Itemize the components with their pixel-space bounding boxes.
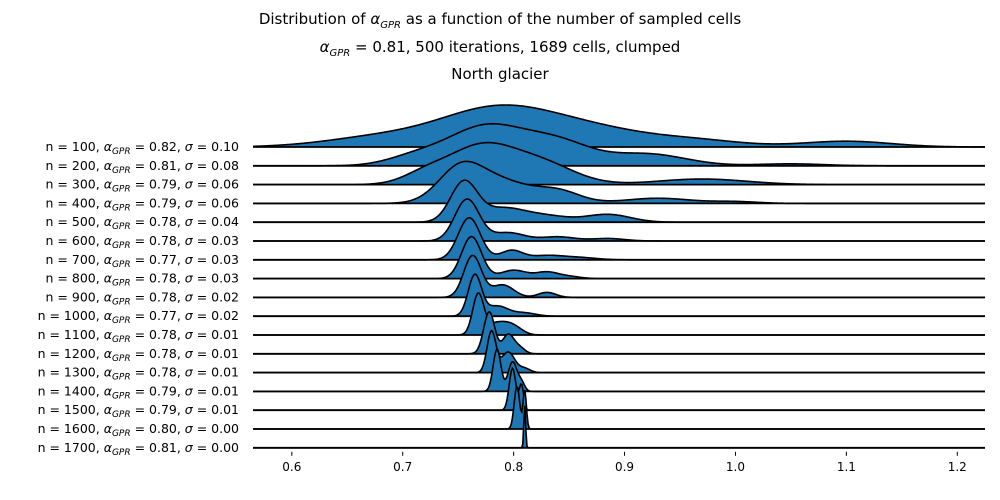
ridge-200 xyxy=(253,122,985,167)
ridge-fill-1100 xyxy=(253,293,985,335)
ridge-line-1100 xyxy=(253,292,985,336)
ridge-fill-1300 xyxy=(253,330,985,373)
ridge-fill-100 xyxy=(253,105,985,147)
ridge-900 xyxy=(253,254,985,299)
ridge-line-1400 xyxy=(253,348,985,393)
ridge-fill-200 xyxy=(253,123,985,166)
ridge-line-800 xyxy=(253,235,985,280)
title-line-1-suffix: as a function of the number of sampled c… xyxy=(400,10,742,28)
x-tick-label-5: 1.1 xyxy=(837,460,856,474)
ridge-line-1000 xyxy=(253,273,985,317)
title-line-1-subscript: GPR xyxy=(380,20,401,31)
ridge-100 xyxy=(252,104,986,148)
chart-title-line-3: North glacier xyxy=(451,65,549,83)
x-axis: 0.6 0.7 0.8 0.9 1.0 1.1 1.2 xyxy=(282,451,967,474)
ridge-fill-900 xyxy=(253,255,985,298)
ridge-label-1400: n = 1400, αGPR = 0.79, σ = 0.01 xyxy=(38,383,239,401)
ridge-300 xyxy=(253,141,985,186)
ridge-fill-1400 xyxy=(253,349,985,392)
ridge-label-200: n = 200, αGPR = 0.81, σ = 0.08 xyxy=(46,158,240,176)
ridge-line-1600 xyxy=(253,385,985,430)
ridge-700 xyxy=(253,216,985,261)
ridge-label-1700: n = 1700, αGPR = 0.81, σ = 0.00 xyxy=(38,440,239,458)
ridge-label-1000: n = 1000, αGPR = 0.77, σ = 0.02 xyxy=(38,308,239,326)
ridge-label-400: n = 400, αGPR = 0.79, σ = 0.06 xyxy=(46,195,240,213)
ridge-1100 xyxy=(253,292,985,336)
ridge-fill-1000 xyxy=(253,274,985,317)
ridge-label-500: n = 500, αGPR = 0.78, σ = 0.04 xyxy=(46,214,240,232)
ridge-1400 xyxy=(253,348,985,393)
ridge-label-1100: n = 1100, αGPR = 0.78, σ = 0.01 xyxy=(38,327,239,345)
ridge-line-1200 xyxy=(253,310,985,355)
ridge-1000 xyxy=(253,273,985,318)
x-tick-label-6: 1.2 xyxy=(948,460,967,474)
ridge-label-1300: n = 1300, αGPR = 0.78, σ = 0.01 xyxy=(38,365,239,383)
ridge-label-1500: n = 1500, αGPR = 0.79, σ = 0.01 xyxy=(38,402,239,420)
ridge-fill-1600 xyxy=(253,387,985,429)
ridge-1700 xyxy=(253,405,985,449)
ridge-label-800: n = 800, αGPR = 0.78, σ = 0.03 xyxy=(46,271,239,289)
ridge-500 xyxy=(253,179,985,224)
title-line-1-prefix: Distribution of xyxy=(258,10,371,28)
title-line-2-subscript: GPR xyxy=(329,47,351,59)
chart-title-block: Distribution of αGPR as a function of th… xyxy=(0,9,1000,85)
ridge-label-900: n = 900, αGPR = 0.78, σ = 0.02 xyxy=(46,289,239,307)
title-line-2-alpha-symbol: α xyxy=(319,37,330,56)
x-tick-label-1: 0.7 xyxy=(393,460,412,474)
ridge-1200 xyxy=(253,310,985,355)
ridge-line-1700 xyxy=(253,405,985,449)
ridge-fill-1700 xyxy=(253,405,985,448)
y-labels-group: n = 100, αGPR = 0.82, σ = 0.10n = 200, α… xyxy=(38,139,239,458)
ridge-1500 xyxy=(253,366,985,412)
ridge-line-900 xyxy=(253,254,985,299)
ridge-label-300: n = 300, αGPR = 0.79, σ = 0.06 xyxy=(46,177,240,195)
chart-title-line-2: αGPR = 0.81, 500 iterations, 1689 cells,… xyxy=(0,37,1000,65)
ridge-line-100 xyxy=(252,104,986,148)
ridge-label-1600: n = 1600, αGPR = 0.80, σ = 0.00 xyxy=(38,421,239,439)
ridges-group xyxy=(252,104,986,449)
ridge-1300 xyxy=(253,329,985,374)
ridge-800 xyxy=(253,235,985,280)
ridge-600 xyxy=(253,198,985,242)
ridge-fill-300 xyxy=(253,142,985,185)
ridge-label-1200: n = 1200, αGPR = 0.78, σ = 0.01 xyxy=(38,346,239,364)
x-tick-label-4: 1.0 xyxy=(726,460,745,474)
chart-title-line-1: Distribution of αGPR as a function of th… xyxy=(0,9,1000,37)
ridge-label-700: n = 700, αGPR = 0.77, σ = 0.03 xyxy=(46,252,239,270)
ridge-label-600: n = 600, αGPR = 0.78, σ = 0.03 xyxy=(46,233,239,251)
title-line-2-suffix: = 0.81, 500 iterations, 1689 cells, clum… xyxy=(350,37,681,56)
ridge-400 xyxy=(253,160,985,205)
ridge-fill-1500 xyxy=(253,368,985,411)
ridge-fill-1200 xyxy=(253,311,985,354)
ridge-line-1500 xyxy=(253,366,985,411)
x-tick-label-3: 0.9 xyxy=(615,460,634,474)
ridge-fill-400 xyxy=(253,161,985,204)
x-tick-label-2: 0.8 xyxy=(504,460,523,474)
ridge-line-1300 xyxy=(253,329,985,374)
ridge-fill-800 xyxy=(253,236,985,279)
title-line-1-alpha-symbol: α xyxy=(370,10,381,28)
ridge-label-100: n = 100, αGPR = 0.82, σ = 0.10 xyxy=(46,139,240,157)
x-tick-label-0: 0.6 xyxy=(282,460,301,474)
ridge-1600 xyxy=(253,385,985,430)
